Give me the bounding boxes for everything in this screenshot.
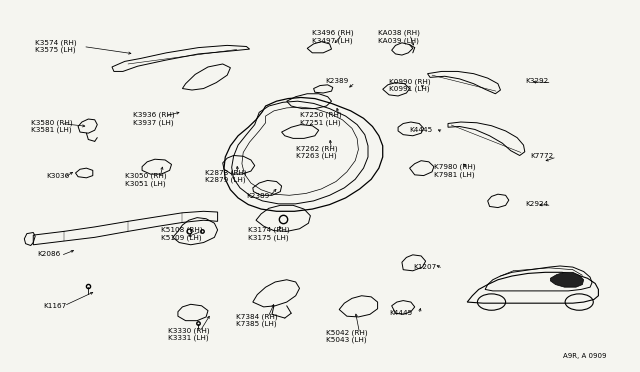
Text: K2924: K2924 xyxy=(525,201,548,207)
Text: K3174 (RH)
K3175 (LH): K3174 (RH) K3175 (LH) xyxy=(248,227,290,241)
Text: KA038 (RH)
KA039 (LH): KA038 (RH) KA039 (LH) xyxy=(378,30,419,44)
Text: K4445: K4445 xyxy=(410,127,433,133)
Text: K0990 (RH)
K0991 (LH): K0990 (RH) K0991 (LH) xyxy=(389,78,431,92)
Text: K3496 (RH)
K3497 (LH): K3496 (RH) K3497 (LH) xyxy=(312,30,354,44)
Text: A9R, A 0909: A9R, A 0909 xyxy=(563,353,607,359)
Text: K5108 (RH)
K5109 (LH): K5108 (RH) K5109 (LH) xyxy=(161,227,203,241)
Text: K2389: K2389 xyxy=(325,78,348,84)
Text: K7772: K7772 xyxy=(530,153,553,158)
Text: K2878 (RH)
K2879 (LH): K2878 (RH) K2879 (LH) xyxy=(205,169,246,183)
Text: K5042 (RH)
K5043 (LH): K5042 (RH) K5043 (LH) xyxy=(326,329,368,343)
Text: K7262 (RH)
K7263 (LH): K7262 (RH) K7263 (LH) xyxy=(296,145,337,159)
Text: K2086: K2086 xyxy=(37,251,60,257)
Text: K3330 (RH)
K3331 (LH): K3330 (RH) K3331 (LH) xyxy=(168,327,209,341)
Text: K3292: K3292 xyxy=(525,78,548,84)
Text: K7250 (RH)
K7251 (LH): K7250 (RH) K7251 (LH) xyxy=(300,112,341,126)
Text: K3936 (RH)
K3937 (LH): K3936 (RH) K3937 (LH) xyxy=(133,112,175,126)
Text: K1207: K1207 xyxy=(413,264,436,270)
Polygon shape xyxy=(550,272,584,287)
Text: K7980 (RH)
K7981 (LH): K7980 (RH) K7981 (LH) xyxy=(434,164,476,178)
Text: K3050 (RH)
K3051 (LH): K3050 (RH) K3051 (LH) xyxy=(125,173,166,187)
Text: K3036: K3036 xyxy=(46,173,69,179)
Text: K2389: K2389 xyxy=(246,193,269,199)
Text: K3580 (RH)
K3581 (LH): K3580 (RH) K3581 (LH) xyxy=(31,119,72,133)
Text: K1167: K1167 xyxy=(44,303,67,309)
Text: K3574 (RH)
K3575 (LH): K3574 (RH) K3575 (LH) xyxy=(35,39,77,53)
Text: K4445: K4445 xyxy=(389,310,412,315)
Text: K7384 (RH)
K7385 (LH): K7384 (RH) K7385 (LH) xyxy=(236,313,277,327)
